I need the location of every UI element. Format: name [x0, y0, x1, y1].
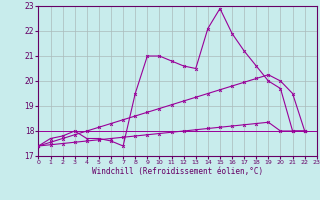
X-axis label: Windchill (Refroidissement éolien,°C): Windchill (Refroidissement éolien,°C) [92, 167, 263, 176]
